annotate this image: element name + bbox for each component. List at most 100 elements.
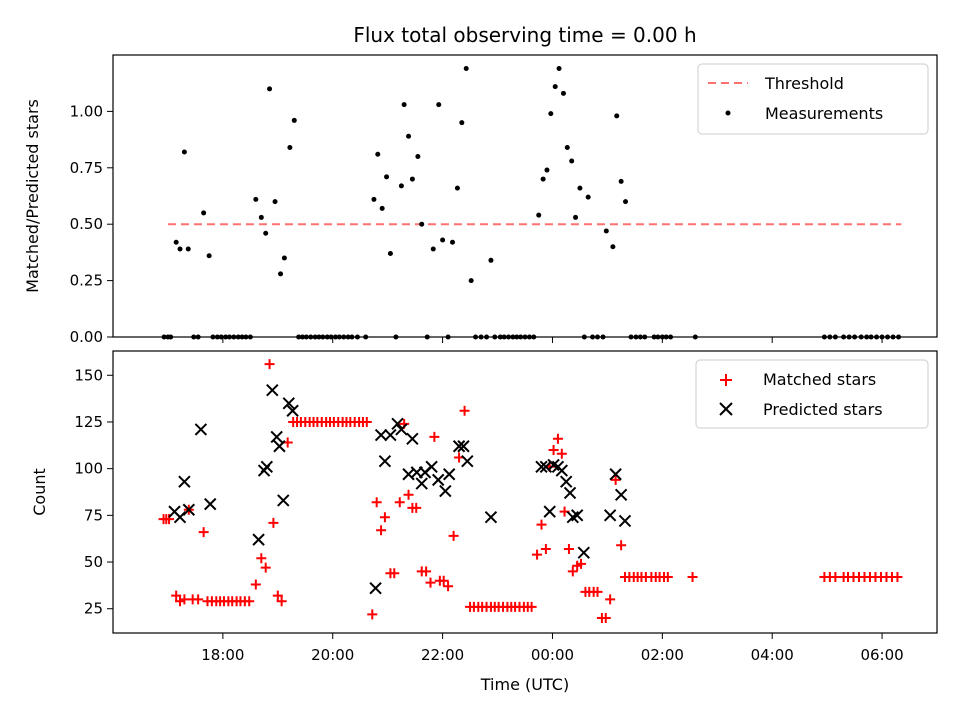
predicted-star-point bbox=[539, 460, 553, 473]
predicted-star-point bbox=[461, 454, 474, 468]
predicted-star-point bbox=[442, 468, 456, 481]
x-axis-label: Time (UTC) bbox=[480, 675, 569, 694]
threshold-legend-label: Threshold bbox=[764, 74, 844, 93]
measurement-point bbox=[430, 246, 436, 252]
matched-star-point bbox=[448, 530, 459, 541]
measurement-point bbox=[488, 257, 494, 263]
count-panel: 25 50 75 100 125 150 18:00 20:00 22:00 00:00 02:00… bbox=[30, 350, 938, 694]
predicted-star-point bbox=[277, 494, 290, 507]
matched-star-point bbox=[421, 566, 432, 577]
measurement-point bbox=[536, 212, 542, 218]
measurement-point bbox=[614, 113, 620, 119]
predicted-star-point bbox=[609, 468, 622, 481]
predicted-star-point bbox=[559, 475, 573, 488]
predicted-star-point bbox=[577, 546, 590, 559]
ratio-legend: Threshold Measurements bbox=[697, 63, 929, 135]
predicted-star-point bbox=[374, 428, 388, 442]
measurement-point bbox=[560, 90, 566, 96]
measurement-point bbox=[556, 66, 562, 72]
measurements-series bbox=[161, 66, 902, 340]
matched-star-point bbox=[662, 571, 673, 582]
matched-star-point bbox=[272, 590, 283, 601]
count-y-tick-label: 100 bbox=[74, 460, 103, 478]
measurement-point bbox=[181, 149, 187, 155]
matched-star-point bbox=[361, 416, 372, 427]
matched-star-point bbox=[459, 405, 470, 416]
matched-star-point bbox=[244, 596, 255, 607]
measurement-point bbox=[459, 120, 465, 126]
measurement-point bbox=[253, 196, 259, 202]
count-y-tick-label: 25 bbox=[84, 600, 103, 618]
predicted-star-point bbox=[618, 514, 632, 528]
measurement-point bbox=[544, 167, 550, 173]
matched-star-point bbox=[367, 609, 378, 620]
predicted-stars-legend-swatch bbox=[719, 402, 733, 416]
measurement-point bbox=[623, 199, 629, 205]
matched-star-point bbox=[552, 433, 563, 444]
matched-star-point bbox=[250, 579, 261, 590]
matched-star-point bbox=[556, 448, 567, 459]
matched-star-point bbox=[687, 571, 698, 582]
matched-star-point bbox=[379, 512, 390, 523]
predicted-star-point bbox=[273, 440, 286, 453]
ratio-panel-frame bbox=[112, 54, 938, 338]
measurement-point bbox=[281, 255, 287, 261]
measurement-point bbox=[419, 221, 425, 227]
ratio-y-tick-label: 0.00 bbox=[70, 328, 103, 346]
x-tick-label: 20:00 bbox=[311, 646, 354, 664]
predicted-star-point bbox=[369, 581, 382, 595]
matched-star-point bbox=[438, 575, 449, 586]
predicted-star-point bbox=[563, 486, 577, 500]
measurement-point bbox=[415, 154, 421, 160]
matched-star-point bbox=[600, 613, 611, 624]
measurement-point bbox=[440, 237, 446, 243]
measurement-point bbox=[185, 246, 191, 252]
predicted-star-point bbox=[395, 423, 408, 436]
matched-star-point bbox=[592, 586, 603, 597]
measurement-point bbox=[206, 253, 212, 259]
count-y-tick-label: 50 bbox=[84, 553, 103, 571]
measurement-point bbox=[379, 205, 385, 211]
measurement-point bbox=[387, 251, 393, 257]
count-y-tick-label: 75 bbox=[84, 506, 103, 524]
matched-star-point bbox=[567, 566, 578, 577]
predicted-star-point bbox=[194, 423, 208, 436]
matched-star-point bbox=[548, 444, 559, 455]
predicted-star-point bbox=[252, 533, 265, 546]
x-tick-label: 04:00 bbox=[751, 646, 794, 664]
predicted-star-point bbox=[270, 430, 283, 444]
ratio-y-tick-label: 0.75 bbox=[70, 159, 103, 177]
predicted-star-point bbox=[614, 488, 628, 502]
measurement-point bbox=[398, 183, 404, 189]
measurement-point bbox=[291, 117, 297, 123]
ratio-y-tick-label: 1.00 bbox=[70, 102, 103, 120]
ratio-y-tick-label: 0.25 bbox=[70, 272, 103, 290]
measurement-point bbox=[618, 178, 624, 184]
predicted-star-point bbox=[282, 397, 295, 410]
measurement-point bbox=[610, 244, 616, 250]
measurement-point bbox=[436, 102, 442, 108]
ratio-legend-box bbox=[697, 63, 929, 135]
measurement-point bbox=[267, 86, 273, 92]
measurement-point bbox=[278, 271, 284, 277]
matched-star-point bbox=[260, 562, 271, 573]
predicted-star-point bbox=[431, 473, 445, 487]
matched-star-point bbox=[563, 543, 574, 554]
matched-star-point bbox=[171, 590, 182, 601]
matched-star-point bbox=[371, 497, 382, 508]
count-legend: Matched stars Predicted stars bbox=[695, 359, 929, 429]
predicted-star-point bbox=[406, 432, 419, 445]
measurement-point bbox=[258, 214, 264, 220]
matched-star-point bbox=[425, 577, 436, 588]
measurement-point bbox=[585, 194, 591, 200]
matched-star-point bbox=[610, 474, 621, 485]
matched-star-point bbox=[576, 558, 587, 569]
measurement-point bbox=[540, 176, 546, 182]
matched-star-point bbox=[394, 497, 405, 508]
count-y-tick-label: 150 bbox=[74, 366, 103, 384]
measurement-point bbox=[577, 185, 583, 191]
matched-star-point bbox=[605, 594, 616, 605]
ratio-y-tick-label: 0.50 bbox=[70, 215, 103, 233]
matched-star-point bbox=[389, 568, 400, 579]
